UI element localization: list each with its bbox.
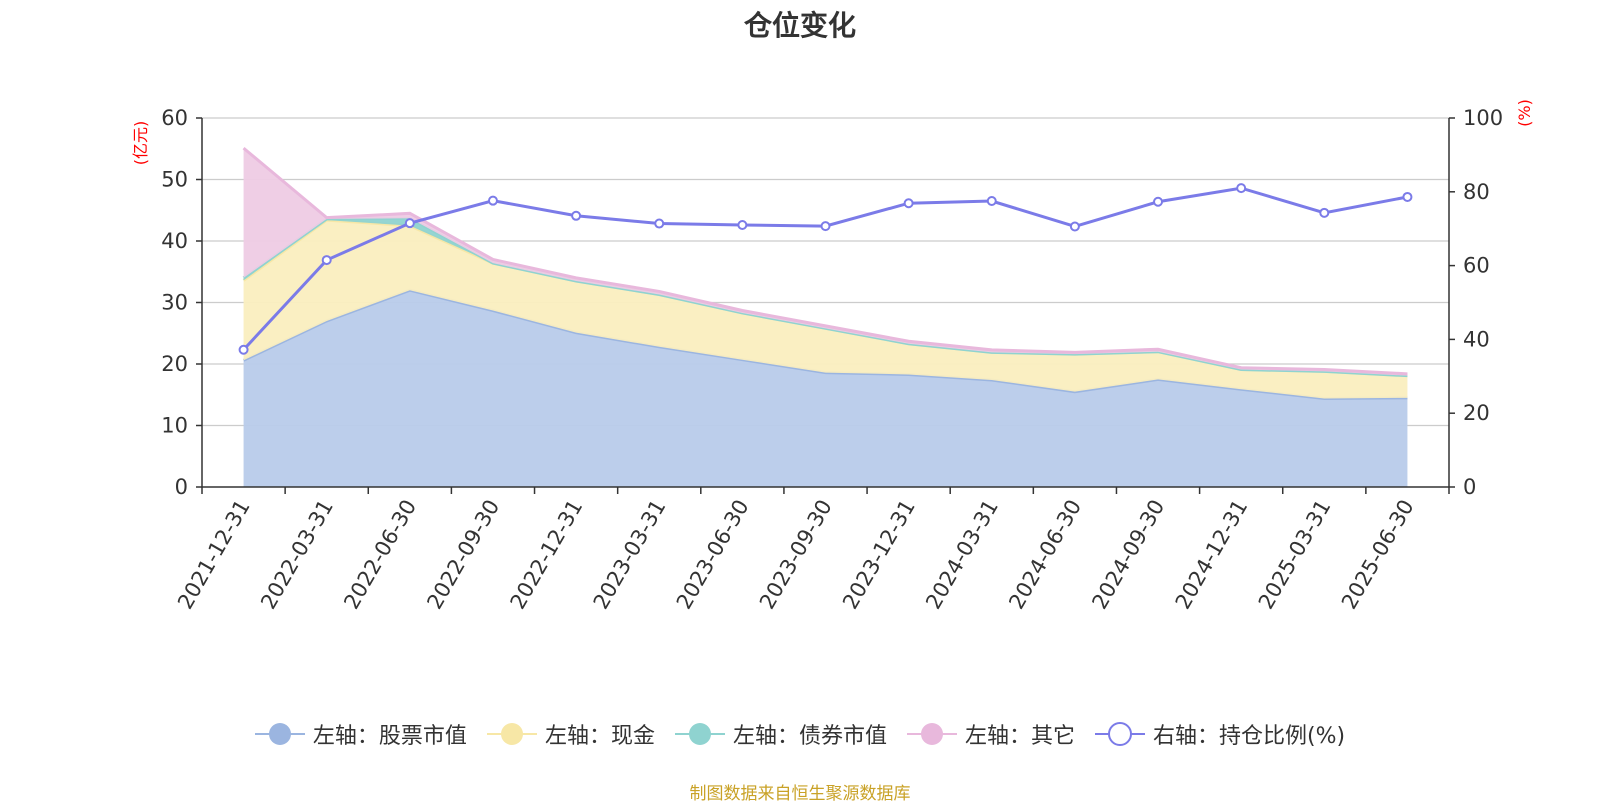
left-tick-label: 0: [175, 475, 188, 499]
legend-item-ratio[interactable]: 右轴：持仓比例(%): [1094, 718, 1346, 750]
right-tick-label: 20: [1463, 401, 1490, 425]
source-note: 制图数据来自恒生聚源数据库: [689, 784, 911, 804]
area-stock: [243, 290, 1408, 487]
ratio-point: [404, 218, 415, 229]
legend-swatch-stock-icon: [254, 723, 305, 745]
left-tick-label: 10: [161, 414, 188, 438]
x-tick-label: 2022-06-30: [339, 496, 421, 614]
legend-label-bond: 左轴：债券市值: [732, 724, 887, 749]
ratio-point: [321, 255, 332, 266]
ratio-point: [1236, 183, 1247, 194]
ratio-point: [1069, 221, 1080, 232]
legend-label-ratio: 右轴：持仓比例(%): [1152, 724, 1346, 749]
legend-item-other[interactable]: 左轴：其它: [906, 718, 1075, 750]
ratio-point: [654, 218, 665, 229]
right-axis-unit: (%): [1515, 99, 1534, 127]
ratio-point: [238, 344, 249, 355]
left-tick-label: 20: [161, 352, 188, 376]
area-other-edge: [242, 146, 1408, 376]
legend-item-cash[interactable]: 左轴：现金: [486, 718, 655, 750]
ratio-line-series: [238, 183, 1413, 355]
ratio-point: [737, 220, 748, 231]
right-tick-label: 0: [1463, 475, 1476, 499]
legend-swatch-other-icon: [906, 723, 957, 745]
legend-swatch-bond-icon: [674, 723, 725, 745]
x-tick-label: 2022-12-31: [506, 496, 588, 614]
x-tick-label: 2023-12-31: [838, 495, 920, 613]
x-tick-label: 2024-12-31: [1171, 496, 1253, 614]
x-tick-label: 2022-09-30: [422, 496, 504, 614]
area-series: [242, 146, 1408, 487]
x-tick-label: 2025-03-31: [1254, 496, 1336, 614]
x-tick-label: 2024-06-30: [1004, 496, 1086, 614]
left-axis-unit: (亿元): [131, 121, 150, 166]
right-tick-label: 100: [1463, 106, 1503, 130]
left-tick-label: 60: [161, 106, 188, 130]
legend-label-cash: 左轴：现金: [544, 724, 655, 749]
ratio-point: [571, 210, 582, 221]
x-tick-label: 2025-06-30: [1337, 496, 1419, 614]
ratio-point: [903, 198, 914, 209]
chart-title: 仓位变化: [743, 9, 856, 42]
legend-swatch-ratio-icon: [1094, 722, 1145, 746]
x-tick-label: 2023-06-30: [672, 496, 754, 614]
legend-item-stock[interactable]: 左轴：股票市值: [254, 718, 467, 750]
legend: 左轴：股票市值 左轴：现金 左轴：债券市值 左轴：其它 右轴：持仓比例(%): [0, 718, 1600, 750]
ratio-point: [820, 221, 831, 232]
ratio-point: [487, 195, 498, 206]
legend-item-bond[interactable]: 左轴：债券市值: [674, 718, 887, 750]
ratio-point: [986, 196, 997, 207]
ratio-point: [1319, 207, 1330, 218]
left-tick-label: 50: [161, 168, 188, 192]
legend-label-other: 左轴：其它: [964, 724, 1075, 749]
right-tick-label: 40: [1463, 327, 1490, 351]
left-tick-label: 40: [161, 229, 188, 253]
x-tick-label: 2023-03-31: [589, 496, 671, 614]
ratio-point: [1153, 196, 1164, 207]
x-tick-label: 2022-03-31: [256, 496, 338, 614]
legend-swatch-cash-icon: [486, 723, 537, 745]
legend-label-stock: 左轴：股票市值: [312, 724, 467, 749]
x-tick-label: 2024-03-31: [921, 495, 1003, 613]
x-tick-label: 2023-09-30: [755, 496, 837, 614]
left-tick-label: 30: [161, 291, 188, 315]
x-tick-label: 2024-09-30: [1087, 496, 1169, 614]
ratio-point: [1402, 191, 1413, 202]
x-tick-label: 2021-12-31: [173, 496, 255, 614]
right-tick-label: 60: [1463, 254, 1490, 278]
right-tick-label: 80: [1463, 180, 1490, 204]
